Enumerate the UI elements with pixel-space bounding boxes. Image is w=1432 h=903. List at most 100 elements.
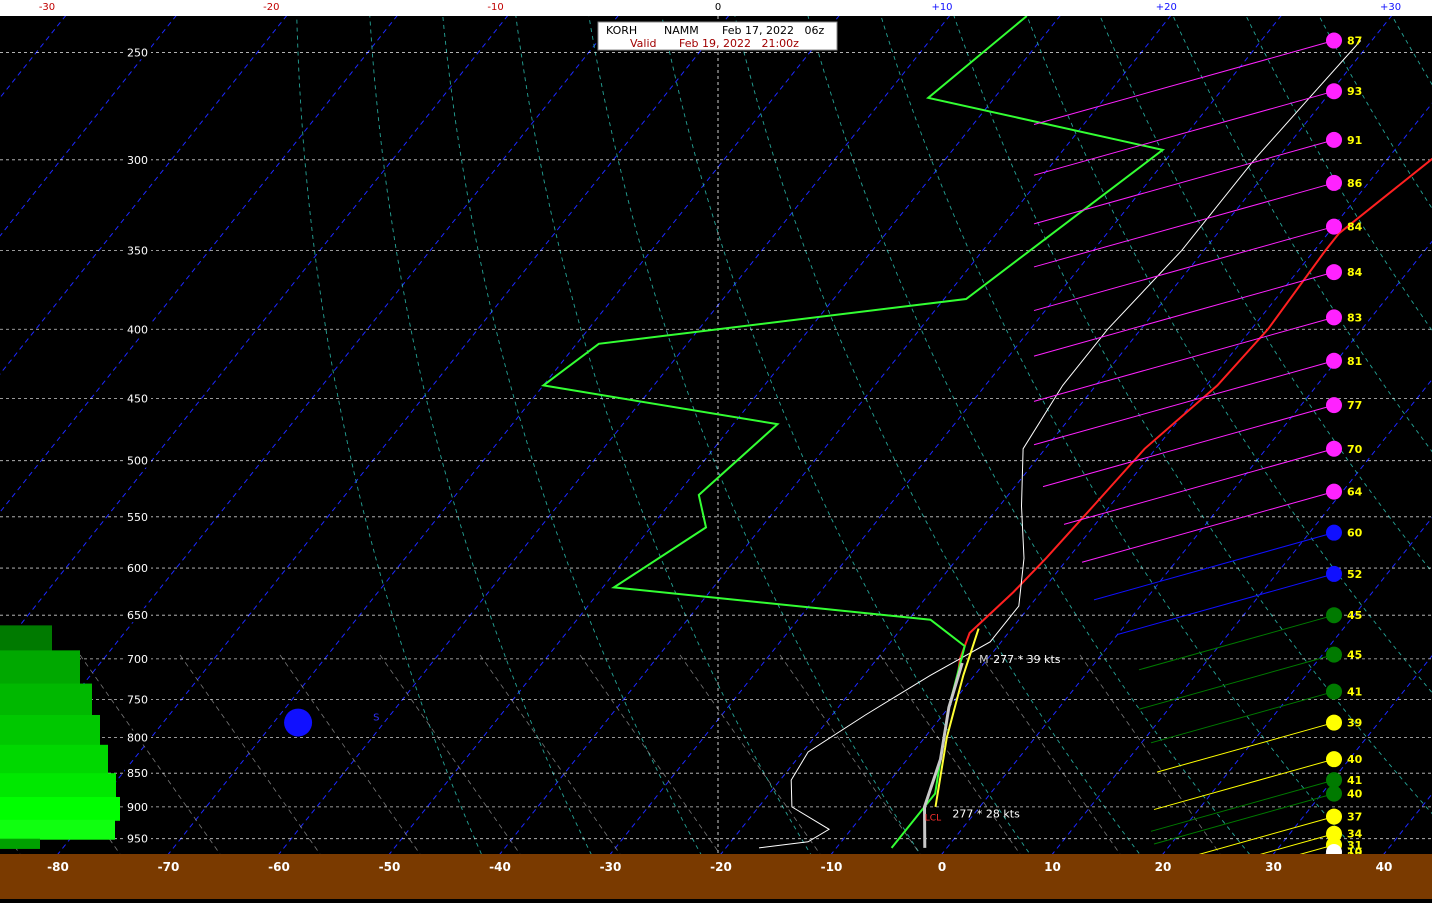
wind-dot xyxy=(1326,525,1342,541)
top-tick-label: 0 xyxy=(715,2,721,13)
wind-dot xyxy=(1326,566,1342,582)
wind-speed-label: 40 xyxy=(1347,753,1363,766)
rh-bar xyxy=(0,773,116,798)
x-tick-label: 10 xyxy=(1044,860,1061,874)
wind-dot xyxy=(1326,647,1342,663)
wind-speed-label: 84 xyxy=(1347,221,1363,234)
pressure-tick-label: 700 xyxy=(127,653,148,666)
surface-marker-dot xyxy=(284,709,312,737)
x-tick-label: 30 xyxy=(1265,860,1282,874)
wind-speed-label: 45 xyxy=(1347,649,1362,662)
wind-speed-label: 84 xyxy=(1347,266,1363,279)
rh-bar xyxy=(0,625,52,651)
top-tick-label: +30 xyxy=(1380,2,1401,13)
x-tick-label: -20 xyxy=(710,860,732,874)
x-tick-label: -30 xyxy=(600,860,622,874)
wind-speed-label: 77 xyxy=(1347,399,1362,412)
wind-dot xyxy=(1326,175,1342,191)
x-tick-label: -50 xyxy=(379,860,401,874)
top-tick-label: -30 xyxy=(39,2,55,13)
wind-dot xyxy=(1326,715,1342,731)
wind-dot xyxy=(1326,83,1342,99)
pressure-tick-label: 550 xyxy=(127,511,148,524)
pressure-tick-label: 400 xyxy=(127,323,148,336)
wind-speed-label: 81 xyxy=(1347,355,1362,368)
pressure-tick-label: 650 xyxy=(127,609,148,622)
wind-speed-label: 70 xyxy=(1347,443,1363,456)
wind-speed-label: 83 xyxy=(1347,311,1362,324)
wind-dot xyxy=(1326,441,1342,457)
wind-dot xyxy=(1326,264,1342,280)
wind-speed-label: 87 xyxy=(1347,35,1362,48)
wind-dot xyxy=(1326,809,1342,825)
annotation-text: M xyxy=(979,653,989,666)
top-tick-label: -20 xyxy=(263,2,279,13)
pressure-tick-label: 850 xyxy=(127,767,148,780)
annotation-text: 277 * 39 kts xyxy=(993,653,1061,666)
wind-speed-label: 64 xyxy=(1347,486,1363,499)
wind-speed-label: 91 xyxy=(1347,134,1362,147)
rh-bar xyxy=(0,650,80,684)
top-tick-label: +20 xyxy=(1156,2,1177,13)
wind-dot xyxy=(1326,397,1342,413)
wind-dot xyxy=(1326,353,1342,369)
x-tick-label: 20 xyxy=(1155,860,1172,874)
model-label: NAMM xyxy=(664,24,699,37)
x-tick-label: -70 xyxy=(158,860,180,874)
station-label: KORH xyxy=(606,24,637,37)
wind-dot xyxy=(1326,484,1342,500)
pressure-tick-label: 900 xyxy=(127,801,148,814)
wind-speed-label: 37 xyxy=(1347,811,1362,824)
wind-speed-label: 60 xyxy=(1347,527,1363,540)
wind-dot xyxy=(1326,607,1342,623)
pressure-tick-label: 250 xyxy=(127,46,148,59)
pressure-tick-label: 750 xyxy=(127,693,148,706)
wind-speed-label: 93 xyxy=(1347,85,1362,98)
wind-speed-label: 41 xyxy=(1347,686,1362,699)
pressure-tick-label: 950 xyxy=(127,833,148,846)
wind-dot xyxy=(1326,33,1342,49)
pressure-tick-label: 800 xyxy=(127,731,148,744)
annotation-text: 277 * 28 kts xyxy=(952,807,1020,820)
pressure-tick-label: 350 xyxy=(127,245,148,258)
annotation-text: S xyxy=(373,713,379,724)
wind-dot xyxy=(1326,786,1342,802)
header-box: KORH NAMM Feb 17, 2022 06z Valid Feb 19,… xyxy=(598,22,837,50)
x-tick-label: 40 xyxy=(1376,860,1393,874)
x-tick-label: -60 xyxy=(268,860,290,874)
wind-speed-label: 52 xyxy=(1347,568,1362,581)
rh-bar xyxy=(0,715,100,746)
wind-speed-label: 86 xyxy=(1347,177,1363,190)
rh-bar xyxy=(0,839,40,849)
valid-label: Valid xyxy=(630,37,657,50)
rh-bar xyxy=(0,745,108,774)
wind-dot xyxy=(1326,751,1342,767)
wind-speed-label: 41 xyxy=(1347,774,1362,787)
pressure-tick-label: 600 xyxy=(127,562,148,575)
init-time: Feb 17, 2022 06z xyxy=(722,24,824,37)
top-tick-label: -10 xyxy=(487,2,503,13)
wind-dot xyxy=(1326,219,1342,235)
pressure-tick-label: 500 xyxy=(127,455,148,468)
top-tick-label: +10 xyxy=(931,2,952,13)
rh-bar xyxy=(0,820,115,840)
wind-dot xyxy=(1326,309,1342,325)
wind-speed-label: 39 xyxy=(1347,717,1362,730)
rh-bar xyxy=(0,684,92,716)
rh-bar xyxy=(0,797,120,821)
x-tick-label: 0 xyxy=(938,860,946,874)
pressure-tick-label: 300 xyxy=(127,154,148,167)
wind-speed-label: 40 xyxy=(1347,788,1363,801)
valid-time: Feb 19, 2022 21:00z xyxy=(679,37,799,50)
wind-dot xyxy=(1326,132,1342,148)
wind-dot xyxy=(1326,684,1342,700)
x-tick-label: -80 xyxy=(47,860,69,874)
annotation-text: LCL xyxy=(925,814,941,824)
x-tick-label: -10 xyxy=(821,860,843,874)
wind-speed-label: 45 xyxy=(1347,609,1362,622)
x-tick-label: -40 xyxy=(489,860,511,874)
pressure-tick-label: 450 xyxy=(127,393,148,406)
